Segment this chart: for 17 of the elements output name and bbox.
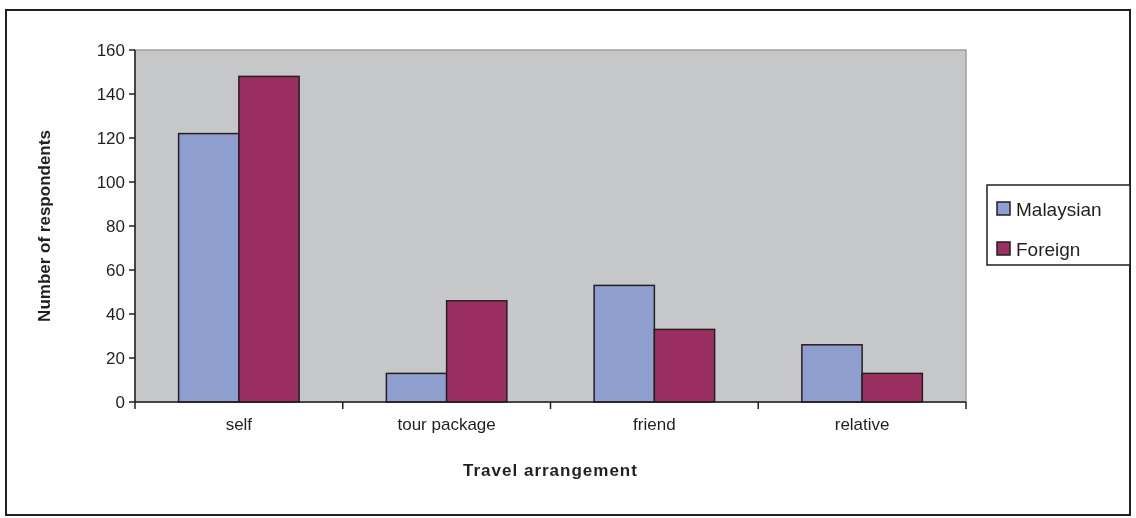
y-tick-label: 20 (106, 348, 125, 368)
y-tick-label: 40 (106, 304, 125, 324)
x-tick-label: relative (834, 415, 890, 434)
y-tick-label: 80 (106, 216, 125, 236)
x-axis-title: Travel arrangement (463, 461, 638, 480)
y-tick-label: 140 (96, 84, 125, 104)
y-tick-label: 160 (96, 40, 125, 60)
x-tick-label: friend (633, 415, 676, 434)
x-tick-label: tour package (397, 415, 496, 434)
y-tick-label: 60 (106, 260, 125, 280)
x-tick-label: self (225, 415, 253, 434)
y-tick-label: 0 (115, 392, 125, 412)
legend-label: Malaysian (1016, 198, 1102, 220)
legend-label: Foreign (1016, 238, 1081, 260)
y-tick-label: 100 (96, 172, 125, 192)
y-axis-title: Number of respondents (35, 130, 54, 322)
y-tick-label: 120 (96, 128, 125, 148)
